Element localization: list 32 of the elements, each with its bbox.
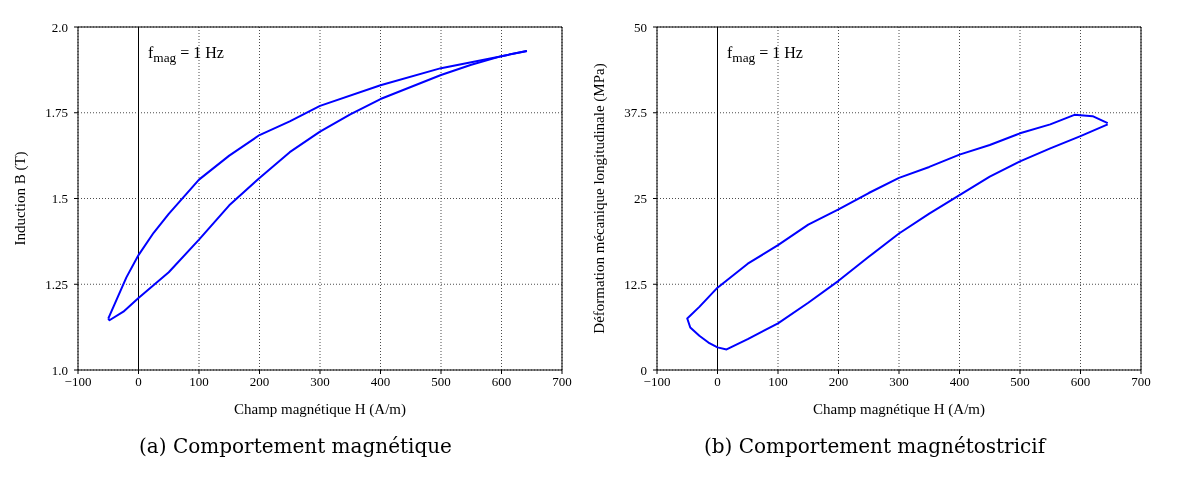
- x-tick-label: 300: [310, 374, 330, 390]
- x-tick-label: 0: [135, 374, 142, 390]
- text: (a) Comportement magnétique: [138, 434, 453, 458]
- x-tick-label: 400: [370, 374, 391, 390]
- x-tick-label: 400: [949, 374, 970, 390]
- y-tick-label: 2.0: [51, 19, 68, 35]
- x-tick-label: 500: [1010, 374, 1030, 390]
- x-tick-label: 700: [552, 374, 572, 390]
- y-tick-label: 1.75: [45, 105, 68, 121]
- y-tick-label: 12.5: [624, 276, 647, 292]
- x-tick-label: 600: [1070, 374, 1091, 390]
- annotation: f$_{mag}$ = 1 Hz: [148, 44, 224, 67]
- x-tick-label: 300: [889, 374, 909, 390]
- x-tick-label: 500: [431, 374, 451, 390]
- y-tick-label: 25: [634, 191, 647, 207]
- y-axis-title: Induction B (T): [12, 151, 30, 246]
- x-tick-label: 0: [714, 374, 721, 390]
- annotation: f$_{mag}$ = 1 Hz: [727, 44, 803, 67]
- y-tick-label: 1.25: [45, 276, 68, 292]
- x-tick-label: 200: [249, 374, 270, 390]
- x-tick-label: 100: [189, 374, 209, 390]
- x-axis-title: Champ magnétique H (A/m): [233, 401, 407, 418]
- x-tick-label: 700: [1131, 374, 1151, 390]
- y-tick-label: 37.5: [624, 105, 647, 121]
- x-tick-label: 600: [491, 374, 512, 390]
- x-tick-label: 200: [828, 374, 849, 390]
- x-axis-title: Champ magnétique H (A/m): [812, 401, 986, 418]
- y-tick-label: 50: [634, 19, 647, 35]
- x-tick-label: 100: [768, 374, 788, 390]
- text: (b) Comportement magnétostricif: [702, 434, 1048, 458]
- y-tick-label: 1.5: [51, 191, 68, 207]
- y-axis-title: Déformation mécanique longitudinale (MPa): [591, 63, 609, 334]
